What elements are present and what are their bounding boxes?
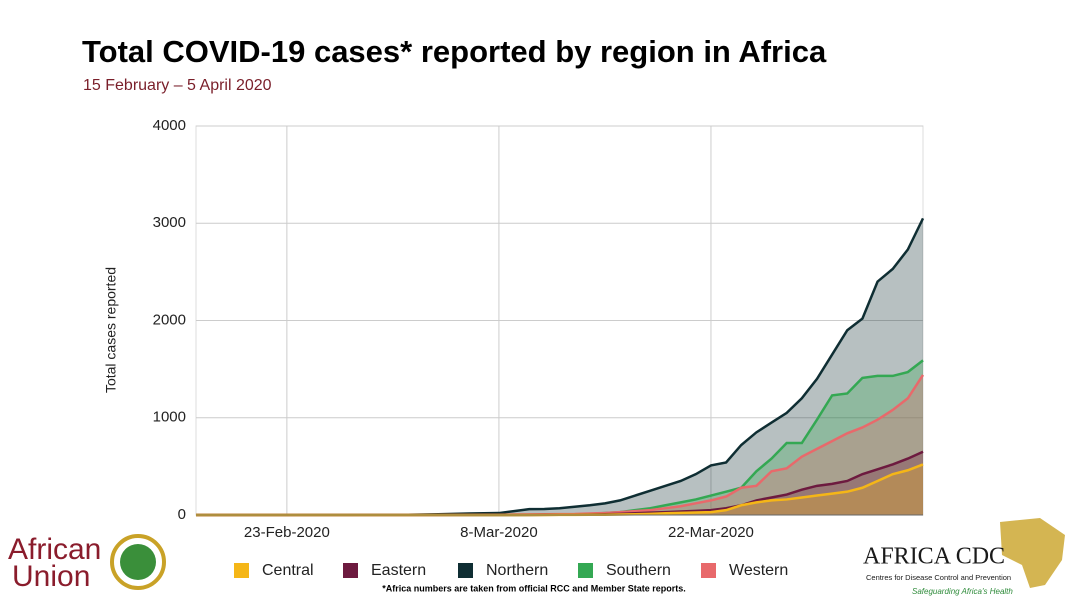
- x-tick-label: 23-Feb-2020: [244, 524, 330, 541]
- logo-text: Centres for Disease Control and Preventi…: [866, 573, 1011, 582]
- logo-text: Union: [12, 560, 90, 593]
- y-axis-label: Total cases reported: [103, 267, 119, 393]
- area: [196, 360, 923, 515]
- footnote: *Africa numbers are taken from official …: [382, 583, 686, 593]
- africa-cdc-logo: AFRICA CDC Centres for Disease Control a…: [863, 518, 1065, 596]
- legend-swatch: [458, 563, 473, 578]
- y-tick-label: 3000: [153, 214, 186, 231]
- legend-label: Eastern: [371, 562, 426, 579]
- logo-text: African: [8, 533, 101, 566]
- legend-swatch: [701, 563, 716, 578]
- y-tick-label: 1000: [153, 409, 186, 426]
- logo-text: Safeguarding Africa's Health: [912, 587, 1013, 596]
- legend-swatch: [578, 563, 593, 578]
- x-tick-label: 22-Mar-2020: [668, 524, 754, 541]
- legend-label: Central: [262, 562, 314, 579]
- x-tick-label: 8-Mar-2020: [460, 524, 538, 541]
- chart-subtitle: 15 February – 5 April 2020: [83, 77, 272, 94]
- chart-title: Total COVID-19 cases* reported by region…: [82, 34, 827, 69]
- legend-label: Southern: [606, 562, 671, 579]
- y-tick-label: 4000: [153, 117, 186, 134]
- area: [196, 464, 923, 515]
- african-union-logo: African Union: [8, 533, 166, 593]
- legend-label: Western: [729, 562, 788, 579]
- legend-label: Northern: [486, 562, 548, 579]
- y-tick-label: 0: [178, 506, 186, 523]
- area: [196, 218, 923, 515]
- legend-swatch: [234, 563, 249, 578]
- logo-emblem: [120, 544, 156, 580]
- y-tick-label: 2000: [153, 311, 186, 328]
- logo-map: [1000, 518, 1065, 588]
- area: [196, 451, 923, 515]
- logo-text: AFRICA CDC: [863, 544, 1005, 570]
- legend-swatch: [343, 563, 358, 578]
- area: [196, 374, 923, 515]
